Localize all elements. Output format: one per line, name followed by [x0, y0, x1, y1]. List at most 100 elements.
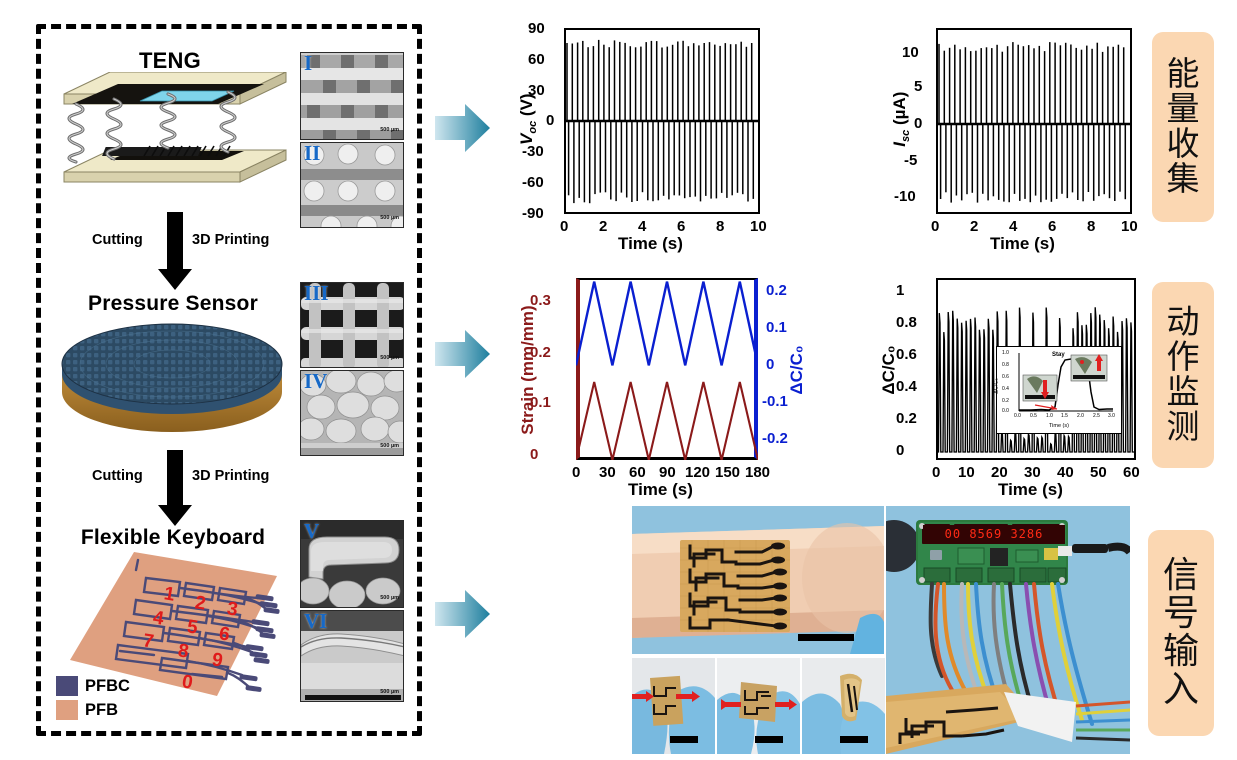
chart3-ytick-left-01: 0.1 — [530, 394, 551, 411]
chart1-ylabel-sub: oc — [527, 120, 540, 134]
photo-bend-test — [717, 658, 800, 754]
chart4-inset-ytick-04: 0.4 — [1002, 386, 1009, 392]
chart4-xlabel: Time (s) — [998, 480, 1063, 499]
flow-arrow-motion — [435, 330, 490, 378]
chart3-ytick-left-02: 0.2 — [530, 344, 551, 361]
process-arrow-1 — [158, 212, 192, 290]
legend-swatch-pfb — [56, 700, 78, 720]
chart2-ytick-m10: -10 — [894, 188, 916, 205]
chart1-xtick-10: 10 — [750, 218, 767, 235]
chart4-xtick-40: 40 — [1057, 464, 1074, 481]
stage-title-pressure-sensor: Pressure Sensor — [88, 292, 258, 315]
sem-scalebar-ii: 500 µm — [380, 215, 399, 221]
chart4-xtick-60: 60 — [1123, 464, 1140, 481]
teng-schematic — [63, 72, 287, 183]
chart1-xtick-6: 6 — [677, 218, 686, 235]
chart4-inset-xtick-10: 1.0 — [1046, 413, 1053, 419]
chart1-xtick-4: 4 — [638, 218, 647, 235]
chart3-ytick-left-00: 0 — [530, 446, 539, 463]
badge-motion-monitoring: 动 作 监 测 — [1152, 282, 1214, 468]
legend-label-pfb: PFB — [85, 700, 118, 719]
chart1-ytick-60: 60 — [528, 51, 545, 68]
sem-numeral-i: I — [304, 52, 313, 75]
sem-scalebar-i: 500 µm — [380, 127, 399, 133]
chart4-ytick-10: 1 — [896, 282, 905, 299]
chart1-xtick-8: 8 — [716, 218, 725, 235]
sem-numeral-iii: III — [304, 282, 329, 305]
chart2-ytick-10: 10 — [902, 44, 919, 61]
photo-scalebar-arm — [798, 634, 854, 641]
chart1-ylabel: Voc (V) — [517, 69, 539, 169]
legend-item-pfbc: PFBC — [56, 676, 130, 696]
badge-char-3: 收 — [1166, 124, 1200, 163]
sem-image-v: V 500 µm — [300, 520, 404, 608]
chart2-ytick-5: 5 — [914, 78, 923, 95]
chart4-ytick-06: 0.6 — [896, 346, 917, 363]
chart4-inset-ytick-02: 0.2 — [1002, 398, 1009, 404]
sem-numeral-ii: II — [304, 142, 321, 165]
chart3-xtick-180: 180 — [745, 464, 771, 481]
badge-char-2: 号 — [1162, 592, 1199, 634]
badge-char-3: 监 — [1166, 372, 1200, 411]
pressure-sensor-schematic — [61, 323, 283, 432]
sem-image-iii: III 500 µm — [300, 282, 404, 368]
chart3-ylabel-left: Strain (mm/mm) — [518, 305, 537, 435]
chart3-ytick-right-m01: -0.1 — [762, 393, 788, 410]
chart4-ytick-08: 0.8 — [896, 314, 917, 331]
chart2-ylabel-sub: sc — [900, 129, 913, 143]
badge-char-3: 输 — [1162, 631, 1199, 672]
chart-short-circuit-current: 10 5 0 -5 -10 0 2 4 6 8 10 Time (s) Isc … — [872, 16, 1142, 256]
chart4-inset-xtick-30: 3.0 — [1108, 413, 1115, 419]
chart1-ylabel-unit: (V) — [516, 93, 536, 117]
chart3-ytick-left-03: 0.3 — [530, 292, 551, 309]
sem-scalebar-vi: 500 µm — [380, 689, 399, 695]
legend-label-pfbc: PFBC — [85, 676, 130, 695]
sem-image-vi: VI 500 µm — [300, 610, 404, 702]
chart4-inset-ytick-08: 0.8 — [1002, 362, 1009, 368]
sem-image-ii: II 500 µm — [300, 142, 404, 228]
chart2-xtick-6: 6 — [1048, 218, 1057, 235]
chart3-ytick-right-01: 0.1 — [766, 319, 787, 336]
badge-char-2: 作 — [1166, 337, 1200, 377]
sem-scalebar-v: 500 µm — [380, 595, 399, 601]
chart2-ylabel-unit: (µA) — [889, 91, 909, 126]
chart4-inset-xtick-20: 2.0 — [1077, 413, 1084, 419]
sem-scalebar-iii: 500 µm — [380, 355, 399, 361]
flow-arrow-signal — [435, 590, 490, 638]
chart-motion-monitoring: Stay ΔC/C₀ Time (s) 1.0 0.8 0.6 0.4 0.2 … — [878, 268, 1153, 503]
sem-image-i: I 500 µm — [300, 52, 404, 140]
chart3-xtick-150: 150 — [715, 464, 741, 481]
process-label-printing-1: 3D Printing — [192, 232, 270, 248]
chart1-ytick-0: 0 — [546, 112, 555, 129]
stage-title-flexible-keyboard: Flexible Keyboard — [80, 526, 266, 549]
badge-char-4: 入 — [1162, 669, 1199, 711]
chart3-ylabel-right: ΔC/C₀ — [787, 345, 806, 395]
chart3-ytick-right-00: 0 — [766, 356, 775, 373]
badge-char-4: 集 — [1166, 158, 1200, 198]
chart4-inset-xtick-25: 2.5 — [1093, 413, 1100, 419]
chart-open-circuit-voltage: 90 60 30 0 -30 -60 -90 0 2 4 6 8 10 Time… — [500, 16, 770, 256]
chart4-inset-xtick-05: 0.5 — [1030, 413, 1037, 419]
chart2-xtick-8: 8 — [1087, 218, 1096, 235]
chart4-inset-annotation: Stay — [1052, 352, 1065, 358]
process-label-cutting-2: Cutting — [92, 468, 143, 484]
chart4-inset-xtick-15: 1.5 — [1061, 413, 1068, 419]
process-label-cutting-1: Cutting — [92, 232, 143, 248]
chart2-xtick-2: 2 — [970, 218, 979, 235]
chart4-inset: Stay ΔC/C₀ Time (s) 1.0 0.8 0.6 0.4 0.2 … — [993, 346, 1122, 434]
badge-signal-input: 信 号 输 入 — [1148, 530, 1214, 736]
chart2-xlabel: Time (s) — [990, 234, 1055, 253]
chart4-xtick-30: 30 — [1024, 464, 1041, 481]
chart2-ytick-m5: -5 — [904, 152, 918, 169]
chart2-ylabel: Isc (µA) — [890, 64, 912, 174]
chart2-xtick-0: 0 — [931, 218, 940, 235]
seven-segment-display: 00 8569 3286 — [923, 525, 1065, 544]
chart3-ytick-right-02: 0.2 — [766, 282, 787, 299]
chart4-inset-xlabel: Time (s) — [1049, 423, 1069, 429]
chart1-ytick-30: 30 — [528, 82, 545, 99]
chart4-inset-ylabel: ΔC/C₀ — [993, 378, 1000, 394]
legend-item-pfb: PFB — [56, 700, 118, 720]
photo-scalebar-bend — [755, 736, 783, 743]
sem-numeral-v: V — [304, 520, 320, 543]
chart3-xtick-90: 90 — [659, 464, 676, 481]
